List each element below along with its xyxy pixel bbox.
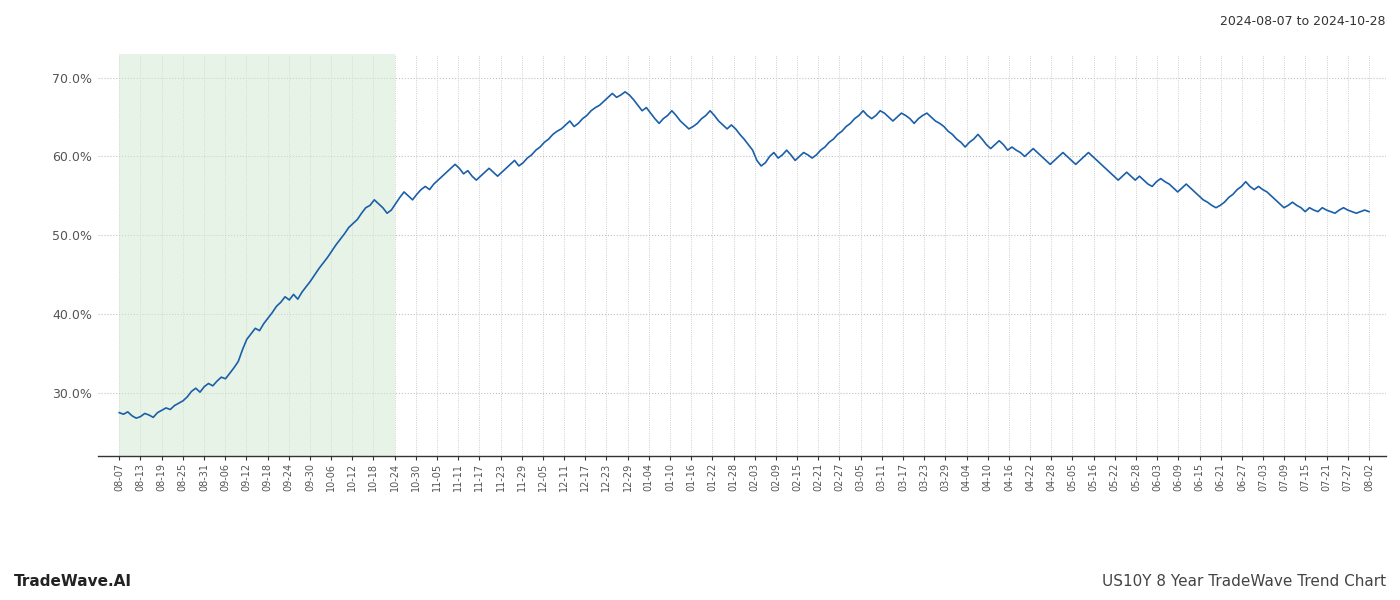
Text: US10Y 8 Year TradeWave Trend Chart: US10Y 8 Year TradeWave Trend Chart: [1102, 574, 1386, 589]
Text: TradeWave.AI: TradeWave.AI: [14, 574, 132, 589]
Bar: [119, 54, 395, 456]
Text: 2024-08-07 to 2024-10-28: 2024-08-07 to 2024-10-28: [1221, 15, 1386, 28]
